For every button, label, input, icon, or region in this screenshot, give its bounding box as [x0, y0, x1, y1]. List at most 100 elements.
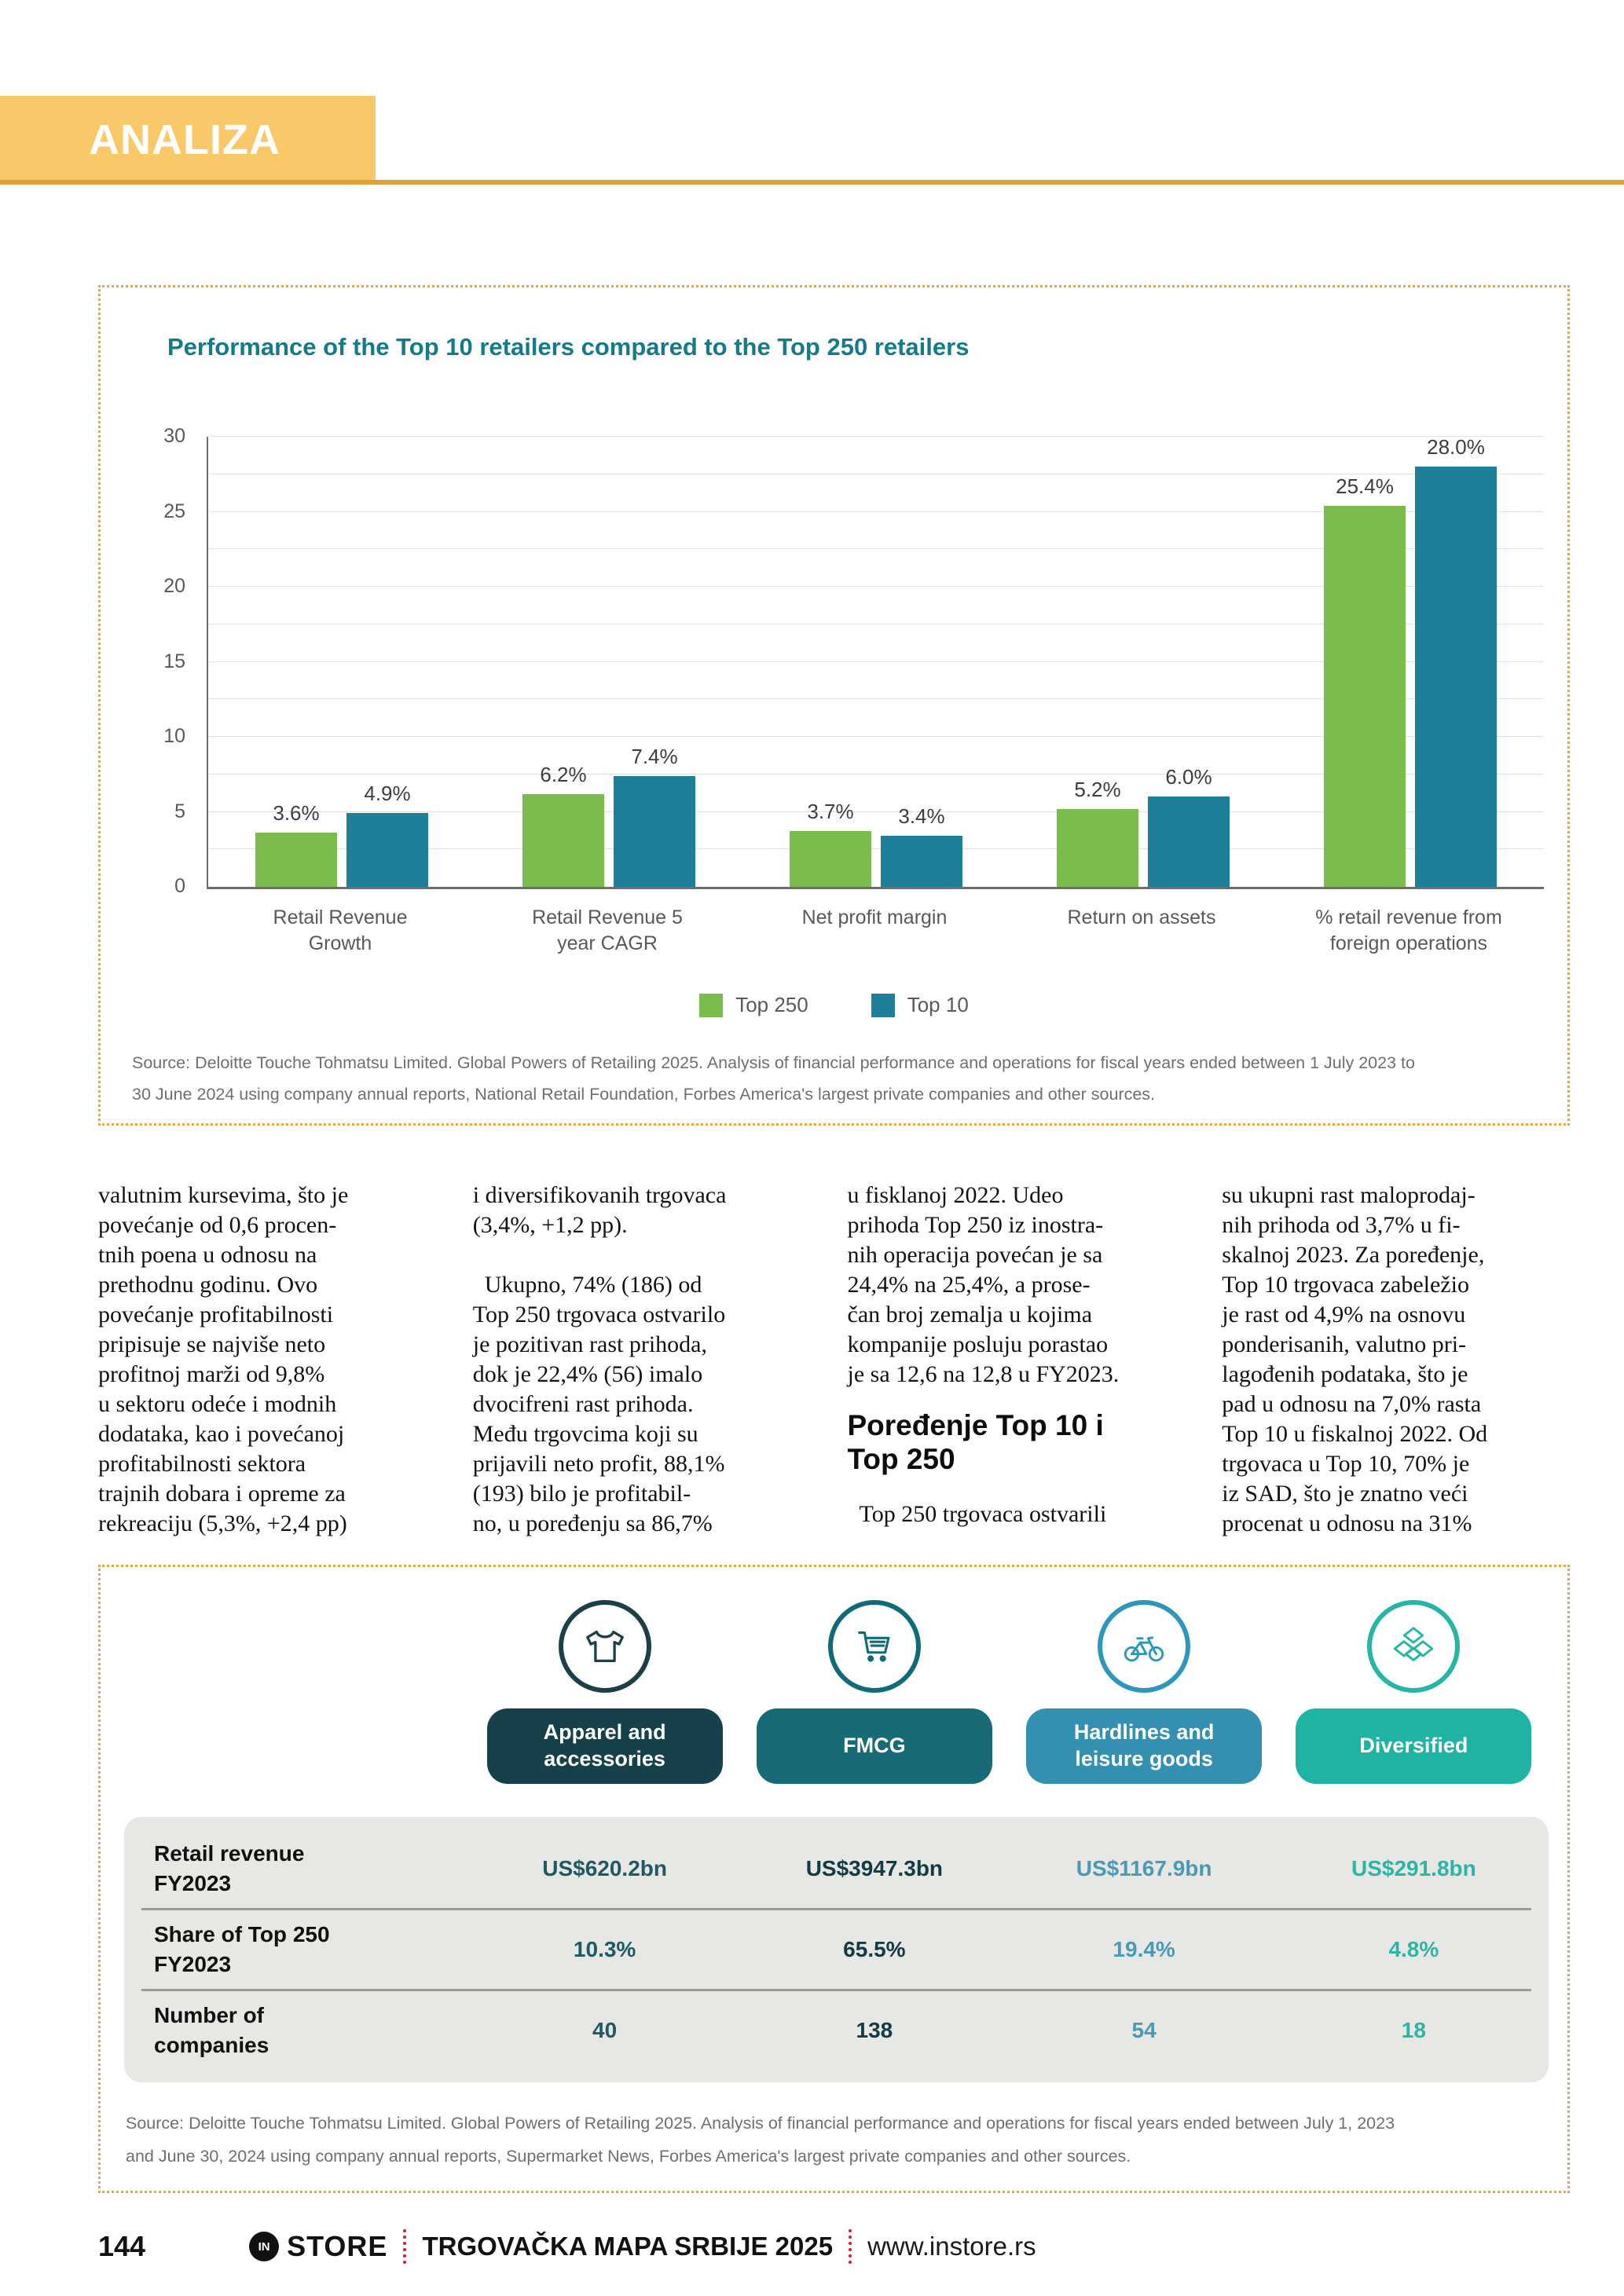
- table-cell-value: US$620.2bn: [542, 1856, 667, 1880]
- y-tick-label: 10: [163, 725, 185, 747]
- text-line: su ukupni rast maloprodaj-: [1222, 1182, 1476, 1208]
- bar-pair: 6.2% 7.4%: [522, 745, 695, 887]
- text-line: dok je 22,4% (56) imalo: [472, 1361, 703, 1387]
- text-line: je sa 12,6 na 12,8 u FY2023.: [847, 1361, 1120, 1387]
- legend-swatch: [871, 993, 895, 1017]
- section-band: [0, 96, 376, 182]
- text-line: Top 250: [847, 1443, 955, 1475]
- text-line: Među trgovcima koji su: [472, 1421, 698, 1447]
- text-line: nih prihoda od 3,7% u fi-: [1222, 1212, 1461, 1238]
- article-paragraph: su ukupni rast maloprodaj-nih prihoda od…: [1222, 1181, 1570, 1539]
- sector-pill-cell: FMCG: [739, 1708, 1009, 1784]
- text-line: prijavili neto profit, 88,1%: [472, 1451, 725, 1477]
- bar-value-label: 3.4%: [898, 804, 945, 829]
- legend-label: Top 250: [735, 993, 808, 1016]
- table-row: Retail revenue FY2023 US$620.2bn US$3947.3b…: [124, 1829, 1549, 1908]
- bar-with-label: 5.2%: [1057, 778, 1138, 887]
- article-subheading: Poređenje Top 10 i Top 250: [848, 1408, 1196, 1476]
- chart-title: Performance of the Top 10 retailers comp…: [167, 333, 970, 361]
- bar-pair: 25.4% 28.0%: [1324, 435, 1497, 887]
- article-column-2: i diversifikovanih trgovaca (3,4%, +1,2 p…: [473, 1181, 821, 1539]
- text-line: ponderisanih, valutno pri-: [1222, 1331, 1467, 1357]
- text-line: trgovaca u Top 10, 70% je: [1222, 1451, 1470, 1477]
- chart-bar-groups: 3.6% 4.9% 6.2% 7.4% 3.7% 3.4% 5.2% 6.0% 25.4% 28.…: [208, 435, 1544, 887]
- sector-pill-fmcg: FMCG: [756, 1708, 992, 1784]
- row-label: Share of Top 250 FY2023: [154, 1922, 330, 1976]
- category-label: Retail Revenue 5 year CAGR: [532, 906, 683, 954]
- bar-top-10: [881, 836, 962, 887]
- bar-top-250: [255, 833, 337, 887]
- bar-top-10: [346, 813, 428, 887]
- table-cell-value: 4.8%: [1388, 1937, 1439, 1961]
- bar-top-250: [522, 793, 604, 887]
- sector-pill-cell: Hardlines and leisure goods: [1010, 1708, 1279, 1784]
- sector-pill-cell: Apparel and accessories: [470, 1708, 739, 1784]
- bar-group: 25.4% 28.0%: [1277, 435, 1544, 887]
- bar-value-label: 5.2%: [1074, 777, 1121, 801]
- category-label: Return on assets: [1067, 906, 1216, 928]
- text-line: i diversifikovanih trgovaca: [472, 1182, 727, 1208]
- website-url: www.instore.rs: [867, 2232, 1036, 2261]
- bar-top-10: [614, 775, 695, 887]
- gridline: [208, 736, 1544, 737]
- sector-pill-apparel-and-accessories: Apparel and accessories: [486, 1708, 723, 1784]
- gridline: [208, 548, 1544, 550]
- y-tick-label: 5: [174, 800, 185, 822]
- sector-grid-spacer: [124, 1708, 470, 1784]
- table-cell-value: 65.5%: [843, 1937, 906, 1961]
- gridline: [208, 848, 1544, 850]
- text-line: dodataka, kao i povećanoj: [98, 1421, 345, 1447]
- band-underline: [0, 180, 1624, 185]
- table-cell-value: US$3947.3bn: [805, 1856, 944, 1880]
- row-label: Number of companies: [154, 2003, 269, 2057]
- bar-value-label: 6.2%: [540, 762, 587, 786]
- gridline: [208, 436, 1544, 437]
- gridline: [208, 811, 1544, 812]
- sector-pill-hardlines-and-leisure-goods: Hardlines and leisure goods: [1026, 1708, 1263, 1784]
- article-paragraph: u fisklanoj 2022. Udeo prihoda Top 250 iz…: [848, 1181, 1196, 1390]
- text-line: rekreaciju (5,3%, +2,4 pp): [98, 1511, 347, 1536]
- table-row-separator: [141, 1989, 1531, 1991]
- publication-title: TRGOVAČKA MAPA SRBIJE 2025: [422, 2232, 834, 2261]
- text-line: tnih poena u odnosu na: [98, 1242, 317, 1268]
- row-label: Retail revenue FY2023: [154, 1841, 305, 1895]
- text-line: (193) bilo je profitabil-: [472, 1481, 691, 1507]
- category-label: Net profit margin: [801, 906, 948, 928]
- bar-pair: 5.2% 6.0%: [1057, 765, 1230, 887]
- text-line: u sektoru odeće i modnih: [98, 1391, 337, 1417]
- text-line: prethodnu godinu. Ovo: [98, 1272, 318, 1298]
- table-cell-value: 19.4%: [1113, 1937, 1175, 1961]
- bar-value-label: 4.9%: [364, 782, 411, 806]
- table-cell-value: 54: [1131, 2018, 1157, 2042]
- sector-icon-cell: [739, 1600, 1009, 1693]
- table-cell-value: 40: [592, 2018, 618, 2042]
- bar-with-label: 6.2%: [522, 763, 604, 887]
- text-line: Top 10 trgovaca zabeležio: [1222, 1272, 1469, 1298]
- bar-with-label: 6.0%: [1148, 765, 1230, 887]
- text-line: povećanje profitabilnosti: [98, 1302, 334, 1327]
- bar-value-label: 28.0%: [1427, 435, 1485, 460]
- table-row: Share of Top 250 FY2023 10.3% 65.5% 19.4% 4.8…: [124, 1910, 1549, 1989]
- sector-icon-cell: [1279, 1600, 1549, 1693]
- text-line: valutnim kursevima, što je: [98, 1182, 349, 1208]
- article-column-4: su ukupni rast maloprodaj-nih prihoda od…: [1222, 1181, 1570, 1539]
- text-line: Ukupno, 74% (186) od: [472, 1272, 702, 1298]
- text-line: dvocifreni rast prihoda.: [472, 1391, 694, 1417]
- cart-icon: [827, 1600, 921, 1693]
- bar-group: 6.2% 7.4%: [475, 437, 742, 887]
- bar-top-250: [1324, 505, 1406, 887]
- bar-value-label: 3.7%: [807, 800, 854, 824]
- footer-divider: [403, 2229, 407, 2264]
- legend-swatch: [699, 993, 724, 1017]
- sector-source-line: and June 30, 2024 using company annual r…: [126, 2146, 1131, 2166]
- y-tick-label: 20: [163, 575, 185, 597]
- sector-header-grid: Apparel and accessories FMCG Hardlines and l…: [124, 1600, 1549, 1784]
- text-line: procenat u odnosu na 31%: [1222, 1511, 1472, 1536]
- bar-value-label: 7.4%: [631, 744, 678, 768]
- bar-pair: 3.7% 3.4%: [790, 800, 962, 887]
- footer-divider: [849, 2229, 852, 2264]
- article-column-3: u fisklanoj 2022. Udeo prihoda Top 250 iz…: [848, 1181, 1196, 1539]
- chart-legend: Top 250 Top 10: [101, 993, 1567, 1017]
- text-line: Poređenje Top 10 i: [847, 1409, 1104, 1441]
- gridline: [208, 698, 1544, 700]
